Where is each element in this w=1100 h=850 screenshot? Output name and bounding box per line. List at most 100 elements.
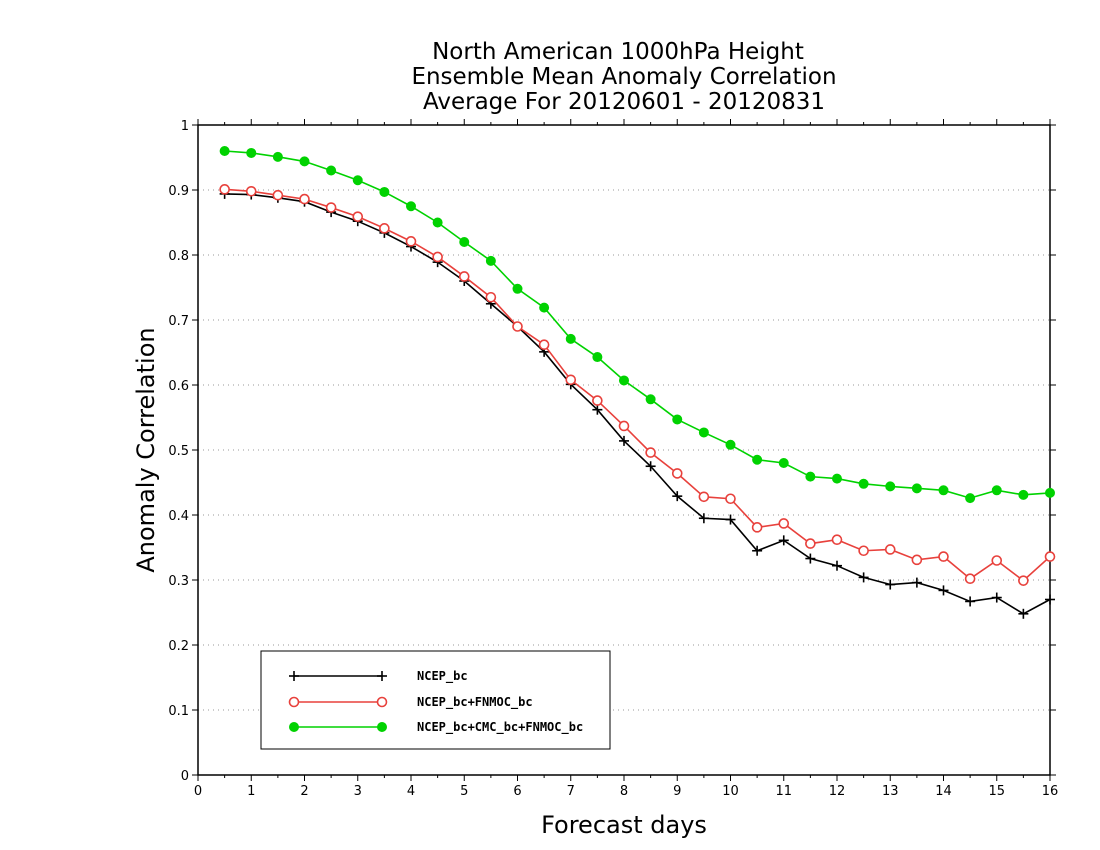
series-2-point-9	[459, 237, 470, 247]
legend-label-2: NCEP_bc+CMC_bc+FNMOC_bc	[417, 720, 583, 735]
series-1	[219, 184, 1056, 586]
series-2-point-30	[1018, 489, 1029, 500]
series-2-point-17	[672, 414, 683, 425]
series-1-point-17	[671, 468, 683, 479]
series-2-point-27	[938, 485, 949, 496]
y-tick-label-0.9: 0.9	[168, 184, 189, 199]
x-tick-label-9: 9	[673, 784, 681, 799]
series-1-point-22	[805, 538, 816, 549]
legend-marker-start-2	[289, 722, 299, 732]
series-1-point-31	[1044, 551, 1056, 562]
series-1-point-2	[272, 189, 284, 201]
legend-label-1: NCEP_bc+FNMOC_bc	[417, 695, 533, 710]
legend-box	[260, 650, 611, 750]
series-1-point-5	[352, 211, 364, 222]
title-line-1: North American 1000hPa Height	[432, 39, 804, 65]
legend-entry-1: NCEP_bc+FNMOC_bc	[288, 695, 533, 710]
x-tick-label-14: 14	[935, 784, 952, 799]
y-tick-label-0.7: 0.7	[168, 314, 189, 329]
series-1-point-29	[991, 555, 1003, 566]
series-0-point-21	[778, 535, 789, 546]
series-2-point-8	[432, 217, 443, 228]
y-tick-label-0.1: 0.1	[168, 704, 189, 719]
legend-marker-start-0	[289, 671, 299, 681]
x-tick-label-1: 1	[247, 784, 255, 799]
series-2-point-16	[645, 394, 656, 405]
x-tick-label-8: 8	[620, 784, 628, 799]
series-1-point-7	[405, 236, 417, 247]
series-1-point-12	[538, 339, 550, 351]
x-tick-label-6: 6	[513, 784, 521, 799]
series-0-point-26	[911, 577, 922, 588]
series-2-point-18	[698, 427, 709, 438]
series-1-point-4	[325, 202, 337, 213]
series-0-point-23	[832, 560, 842, 571]
series-2-point-19	[725, 439, 736, 450]
series-0-point-16	[645, 461, 656, 472]
series-0-point-27	[938, 585, 949, 596]
x-tick-label-0: 0	[194, 784, 202, 799]
series-2-point-13	[565, 333, 576, 344]
x-tick-label-3: 3	[354, 784, 362, 799]
series-1-point-28	[964, 573, 976, 585]
series-2-point-3	[299, 156, 310, 167]
series-2-point-7	[406, 201, 416, 212]
x-tick-label-2: 2	[300, 784, 308, 799]
series-2-point-2	[272, 151, 283, 162]
series-2-point-22	[805, 471, 816, 482]
y-tick-label-0.8: 0.8	[168, 249, 189, 264]
series-0-point-24	[858, 572, 869, 583]
y-tick-label-0.5: 0.5	[168, 444, 189, 459]
series-2-point-20	[752, 454, 763, 465]
series-2-point-0	[219, 146, 230, 156]
legend-entry-2: NCEP_bc+CMC_bc+FNMOC_bc	[289, 720, 583, 735]
series-line-0	[224, 193, 1051, 615]
series-2-point-21	[778, 458, 789, 468]
title-line-2: Ensemble Mean Anomaly Correlation	[411, 64, 836, 90]
x-tick-label-10: 10	[722, 784, 739, 799]
series-1-point-14	[592, 395, 603, 406]
series-1-point-23	[831, 534, 843, 546]
legend-entry-0: NCEP_bc	[289, 669, 468, 684]
series-1-point-25	[884, 544, 896, 555]
series-1-point-19	[725, 493, 736, 505]
y-tick-label-0.4: 0.4	[168, 509, 189, 524]
series-0-point-29	[991, 592, 1002, 603]
x-tick-label-13: 13	[882, 784, 899, 799]
series-2-point-28	[965, 493, 976, 504]
series-0-point-14	[592, 404, 603, 415]
series-0-point-20	[752, 545, 763, 556]
series-1-point-21	[778, 518, 790, 529]
series-1-point-0	[219, 184, 230, 195]
series-2-point-4	[326, 165, 337, 176]
y-tick-label-0.3: 0.3	[168, 574, 189, 589]
axes: 00.10.20.30.40.50.60.70.80.910 1 2 3 4 5 6 7 8 9 1…	[168, 119, 1058, 799]
series-1-point-27	[938, 551, 949, 562]
series-0-point-28	[965, 596, 976, 607]
series-1-point-6	[379, 223, 390, 234]
legend-marker-end-0	[377, 671, 387, 681]
series-2-point-29	[991, 485, 1002, 496]
title-line-3: Average For 20120601 - 20120831	[423, 89, 825, 115]
series-1-point-20	[751, 522, 763, 533]
legend-marker-end-1	[376, 696, 388, 708]
series-0-point-18	[698, 513, 709, 524]
series-1-point-18	[698, 491, 710, 503]
series-0-point-15	[619, 435, 629, 446]
series-1-point-3	[299, 193, 310, 205]
series-line-2	[224, 150, 1051, 499]
series-0-point-25	[885, 579, 896, 590]
y-tick-label-0.6: 0.6	[168, 379, 189, 394]
y-axis-label: Anomaly Correlation	[132, 327, 160, 572]
y-tick-label-0: 0	[181, 769, 189, 784]
series-1-point-10	[485, 291, 497, 303]
series-0-point-17	[672, 491, 683, 502]
series-1-point-13	[565, 374, 577, 386]
x-tick-label-16: 16	[1042, 784, 1059, 799]
y-tick-label-1: 1	[181, 119, 189, 134]
series-0-point-22	[805, 553, 816, 564]
series-2-point-14	[592, 352, 603, 363]
series-2-point-24	[858, 478, 869, 489]
series-0-point-30	[1018, 608, 1029, 619]
